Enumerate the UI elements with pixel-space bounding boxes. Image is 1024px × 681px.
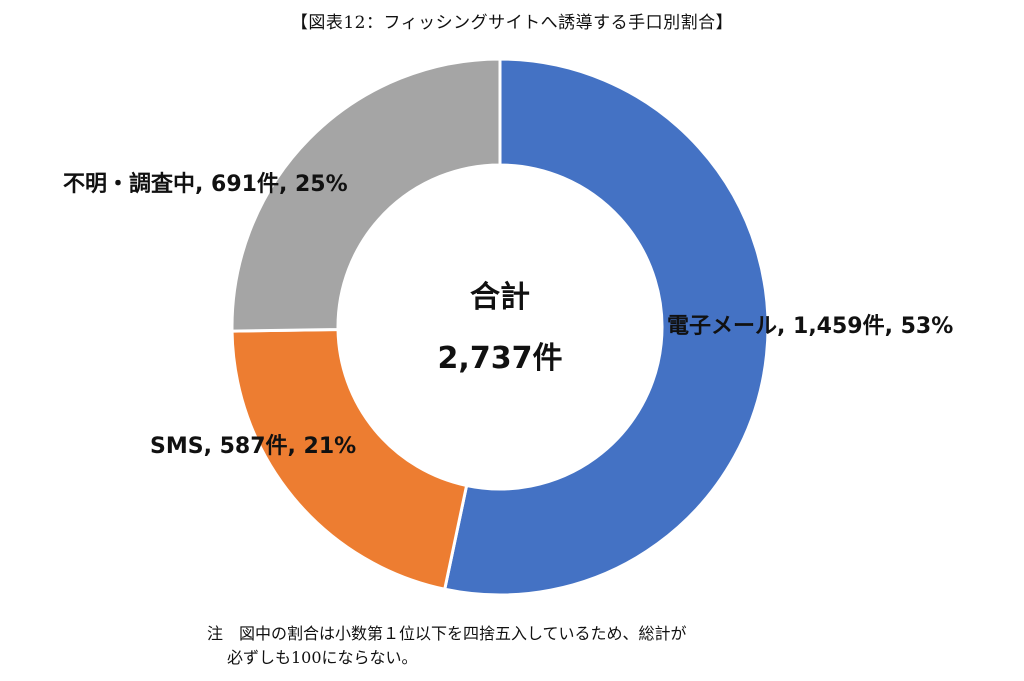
slice-label-email: 電子メール, 1,459件, 53% (667, 314, 953, 339)
center-total-value: 2,737件 (438, 341, 563, 376)
slice-sms (230, 327, 469, 592)
center-total-label: 合計 (470, 280, 530, 315)
chart-footnote: 注 図中の割合は小数第１位以下を四捨五入しているため、総計が 必ずしも100にな… (207, 622, 827, 670)
footnote-line-1: 注 図中の割合は小数第１位以下を四捨五入しているため、総計が (207, 624, 687, 643)
slice-email (442, 57, 770, 597)
footnote-line-2: 必ずしも100にならない。 (227, 648, 418, 667)
slice-label-unknown: 不明・調査中, 691件, 25% (63, 171, 348, 197)
slice-unknown (230, 57, 502, 333)
slice-label-sms: SMS, 587件, 21% (150, 434, 356, 459)
chart-title: 【図表12：フィッシングサイトへ誘導する手口別割合】 (290, 13, 734, 33)
donut-slices (230, 57, 770, 597)
